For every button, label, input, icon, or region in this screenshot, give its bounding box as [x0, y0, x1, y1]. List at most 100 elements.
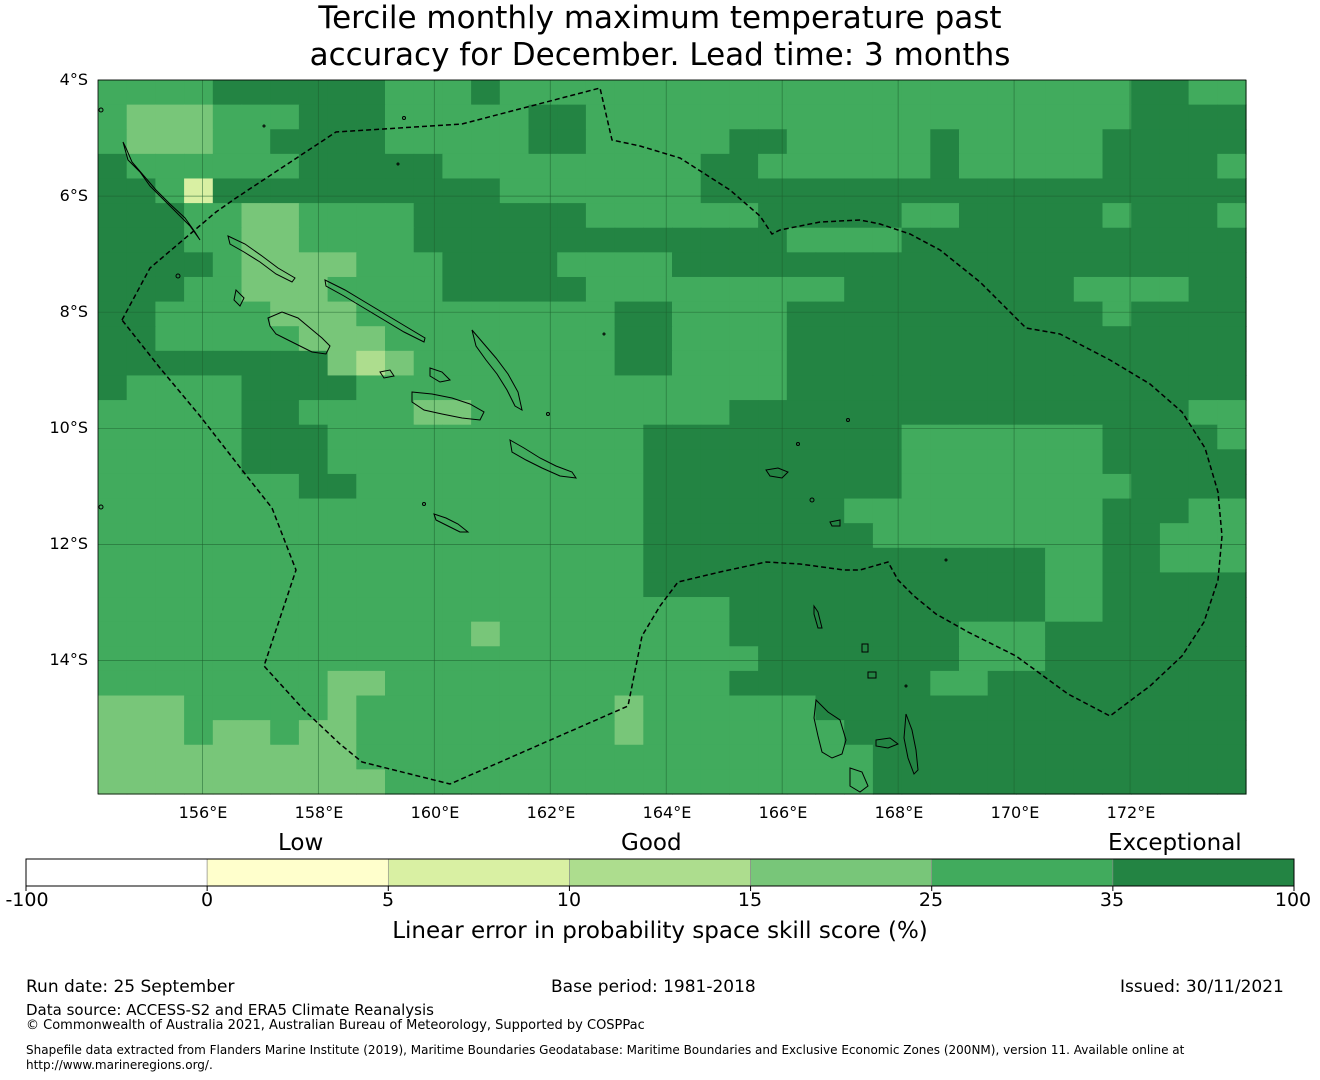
grid-cell: [270, 178, 300, 204]
grid-cell: [786, 473, 817, 500]
grid-cell: [614, 720, 644, 746]
grid-cell: [1217, 400, 1247, 426]
grid-cell: [614, 670, 644, 697]
grid-cell: [442, 276, 472, 303]
grid-cell: [413, 695, 443, 721]
grid-cell: [1159, 129, 1190, 155]
grid-cell: [528, 400, 558, 426]
grid-cell: [959, 203, 989, 229]
grid-cell: [729, 473, 759, 500]
grid-cell: [959, 350, 989, 377]
grid-cell: [1102, 720, 1132, 746]
grid-cell: [815, 350, 845, 377]
grid-cell: [1016, 769, 1046, 795]
grid-cell: [786, 769, 817, 795]
grid-cell: [872, 104, 903, 130]
grid-cell: [1045, 646, 1075, 672]
grid-cell: [499, 227, 530, 253]
grid-cell: [758, 473, 788, 500]
grid-cell: [901, 80, 931, 106]
grid-cell: [1217, 547, 1247, 574]
grid-cell: [844, 326, 874, 352]
grid-cell: [585, 498, 616, 524]
grid-cell: [700, 227, 730, 253]
grid-cell: [241, 769, 271, 795]
grid-cell: [413, 744, 443, 770]
grid-cell: [471, 153, 501, 180]
grid-cell: [528, 547, 558, 574]
grid-cell: [585, 473, 616, 500]
grid-cell: [184, 424, 214, 450]
grid-cell: [385, 473, 415, 500]
grid-cell: [872, 769, 903, 795]
grid-cell: [585, 227, 616, 253]
grid-cell: [385, 720, 415, 746]
grid-cell: [1131, 153, 1161, 180]
grid-cell: [872, 621, 903, 647]
grid-cell: [729, 375, 759, 401]
colorbar-tick-label: 15: [737, 889, 763, 911]
grid-cell: [700, 621, 730, 647]
grid-cell: [413, 670, 443, 697]
grid-cell: [1102, 621, 1132, 647]
grid-cell: [1073, 350, 1104, 377]
grid-cell: [413, 498, 443, 524]
grid-cell: [298, 375, 329, 401]
grid-cell: [1159, 695, 1190, 721]
grid-cell: [672, 646, 702, 672]
copyright: © Commonwealth of Australia 2021, Austra…: [26, 1018, 645, 1033]
grid-cell: [758, 326, 788, 352]
grid-cell: [356, 227, 386, 253]
grid-cell: [1217, 646, 1247, 672]
grid-cell: [212, 424, 243, 450]
grid-cell: [930, 449, 960, 475]
grid-cell: [1131, 695, 1161, 721]
grid-cell: [327, 597, 357, 623]
grid-cell: [356, 670, 386, 697]
grid-cell: [786, 621, 817, 647]
grid-cell: [672, 301, 702, 327]
grid-cell: [1016, 695, 1046, 721]
grid-cell: [155, 153, 185, 180]
grid-cell: [643, 424, 673, 450]
grid-cell: [241, 670, 271, 697]
grid-cell: [987, 153, 1017, 180]
grid-cell: [585, 178, 616, 204]
grid-cell: [385, 597, 415, 623]
grid-cell: [959, 276, 989, 303]
grid-cell: [442, 424, 472, 450]
grid-cell: [672, 547, 702, 574]
grid-cell: [385, 375, 415, 401]
grid-cell: [585, 646, 616, 672]
grid-cell: [1045, 252, 1075, 278]
grid-cell: [930, 424, 960, 450]
grid-cell: [672, 720, 702, 746]
grid-cell: [930, 326, 960, 352]
grid-cell: [327, 301, 357, 327]
grid-cell: [959, 744, 989, 770]
grid-cell: [298, 498, 329, 524]
grid-cell: [930, 720, 960, 746]
grid-cell: [557, 129, 587, 155]
grid-cell: [98, 621, 128, 647]
grid-cell: [528, 104, 558, 130]
grid-cell: [700, 424, 730, 450]
grid-cell: [901, 227, 931, 253]
grid-cell: [672, 104, 702, 130]
grid-cell: [1188, 744, 1218, 770]
grid-cell: [815, 769, 845, 795]
grid-cell: [844, 301, 874, 327]
grid-cell: [1159, 597, 1190, 623]
grid-cell: [959, 597, 989, 623]
grid-cell: [1102, 375, 1132, 401]
grid-cell: [585, 375, 616, 401]
grid-cell: [585, 449, 616, 475]
grid-cell: [471, 424, 501, 450]
grid-cell: [212, 203, 243, 229]
grid-cell: [1159, 547, 1190, 574]
grid-cell: [1188, 252, 1218, 278]
grid-cell: [987, 720, 1017, 746]
colorbar-frame: [25, 858, 1295, 887]
grid-cell: [815, 400, 845, 426]
grid-cell: [98, 252, 128, 278]
